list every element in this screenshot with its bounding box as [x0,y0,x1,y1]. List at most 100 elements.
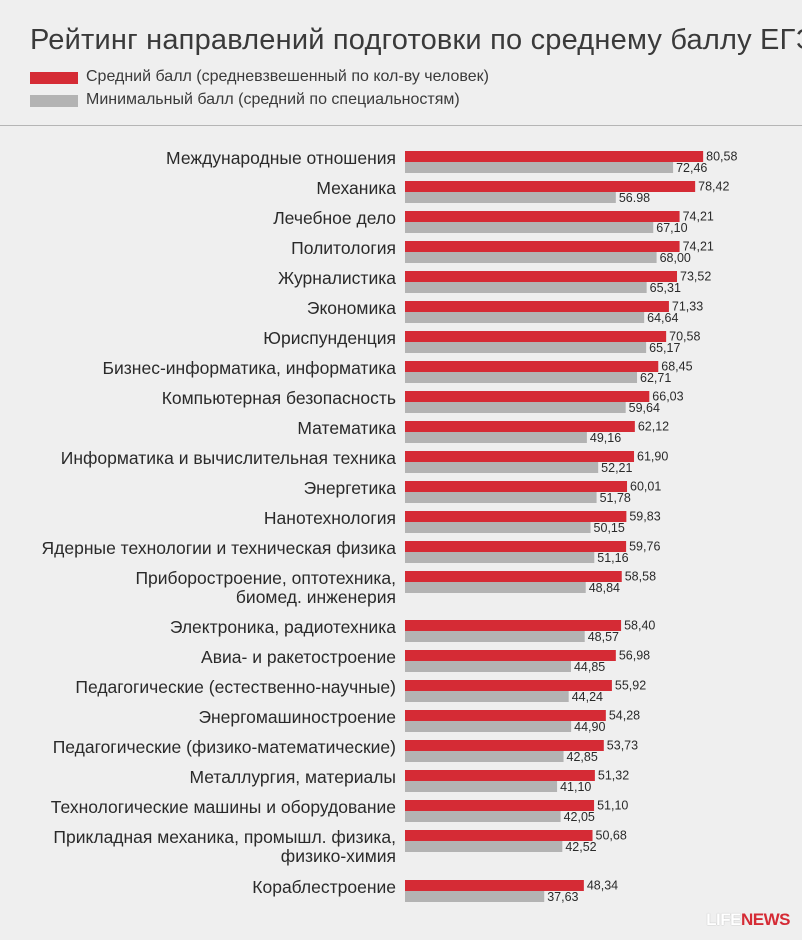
category-label: Политология [291,238,396,258]
bar-average [405,620,622,631]
value-label-average: 74,21 [683,240,714,254]
logo-life: LIFE [706,910,741,929]
bar-minimum [405,222,654,233]
value-label-average: 51,32 [598,769,629,783]
value-label-minimum: 42,05 [564,810,595,824]
category-label: Ядерные технологии и техническая физика [42,538,397,558]
value-label-average: 59,83 [629,510,660,524]
category-label: Кораблестроение [252,877,396,897]
value-label-average: 62,12 [638,420,669,434]
legend-swatch-average [30,72,78,84]
category-label: Юриспунденция [263,328,396,348]
bar-average [405,880,584,891]
bar-minimum [405,432,587,443]
category-label: Экономика [307,298,396,318]
category-label: Механика [316,178,396,198]
bar-minimum [405,891,545,902]
bar-average [405,211,680,222]
bar-group: 48,34 37,63 Кораблестроение [252,877,618,904]
value-label-minimum: 44,24 [572,690,603,704]
bar-average [405,541,627,552]
value-label-minimum: 48,84 [589,581,620,595]
value-label-average: 51,10 [597,799,628,813]
bar-average [405,331,667,342]
bar-minimum [405,661,571,672]
bar-group: 58,58 48,84 Приборостроение, оптотехника,б… [135,568,656,607]
bar-minimum [405,402,626,413]
value-label-average: 55,92 [615,679,646,693]
value-label-minimum: 51,16 [597,551,628,565]
bar-minimum [405,841,563,852]
bar-group: 59,83 50,15 Нанотехнология [264,508,661,535]
bar-average [405,301,669,312]
bar-group: 62,12 49,16 Математика [297,418,669,445]
category-label: Математика [297,418,396,438]
value-label-minimum: 50,15 [594,521,625,535]
category-label: Педагогические (естественно-научные) [75,677,396,697]
bar-minimum [405,552,595,563]
bar-group: 51,32 41,10 Металлургия, материалы [189,767,629,794]
bar-average [405,680,612,691]
value-label-minimum: 41,10 [560,780,591,794]
bar-minimum [405,631,585,642]
category-label: Электроника, радиотехника [170,617,396,637]
value-label-minimum: 42,52 [565,840,596,854]
value-label-minimum: 37,63 [547,890,578,904]
value-label-average: 59,76 [629,540,660,554]
bar-minimum [405,312,645,323]
value-label-minimum: 68,00 [660,251,691,265]
category-label: Энергомашиностроение [198,707,396,727]
bar-minimum [405,522,591,533]
category-label: Педагогические (физико-математические) [53,737,396,757]
bar-average [405,391,650,402]
category-label: Международные отношения [166,148,396,168]
bar-minimum [405,691,569,702]
value-label-average: 74,21 [683,210,714,224]
value-label-average: 58,58 [625,570,656,584]
category-label: физико-химия [281,846,396,866]
bar-group: 56,98 44,85 Авиа- и ракетостроение [201,647,650,674]
bar-average [405,710,606,721]
bar-minimum [405,811,561,822]
bar-minimum [405,751,564,762]
header-divider [0,125,802,126]
value-label-average: 53,73 [607,739,638,753]
value-label-average: 56,98 [619,649,650,663]
lifenews-logo: LIFENEWS [706,910,790,930]
value-label-minimum: 72,46 [676,161,707,175]
bar-average [405,770,595,781]
category-label: Металлургия, материалы [189,767,396,787]
bar-minimum [405,282,647,293]
bar-average [405,800,595,811]
bar-group: 58,40 48,57 Электроника, радиотехника [170,617,656,644]
value-label-average: 70,58 [669,330,700,344]
category-label: Нанотехнология [264,508,396,528]
bar-average [405,361,659,372]
value-label-minimum: 67,10 [656,221,687,235]
logo-news: NEWS [741,910,791,929]
value-label-average: 66,03 [652,390,683,404]
bar-minimum [405,781,558,792]
category-label: Бизнес-информатика, информатика [103,358,397,378]
value-label-average: 80,58 [706,150,737,164]
value-label-minimum: 44,90 [574,720,605,734]
value-label-minimum: 59,64 [629,401,660,415]
value-label-average: 68,45 [661,360,692,374]
bar-minimum [405,342,647,353]
bar-group: 53,73 42,85 Педагогические (физико-математ… [53,737,638,764]
legend-label-average: Средний балл (средневзвешенный по кол-ву… [86,68,489,85]
value-label-minimum: 42,85 [567,750,598,764]
value-label-minimum: 48,57 [588,630,619,644]
bar-average [405,241,680,252]
value-label-minimum: 56.98 [619,191,650,205]
bar-average [405,421,635,432]
